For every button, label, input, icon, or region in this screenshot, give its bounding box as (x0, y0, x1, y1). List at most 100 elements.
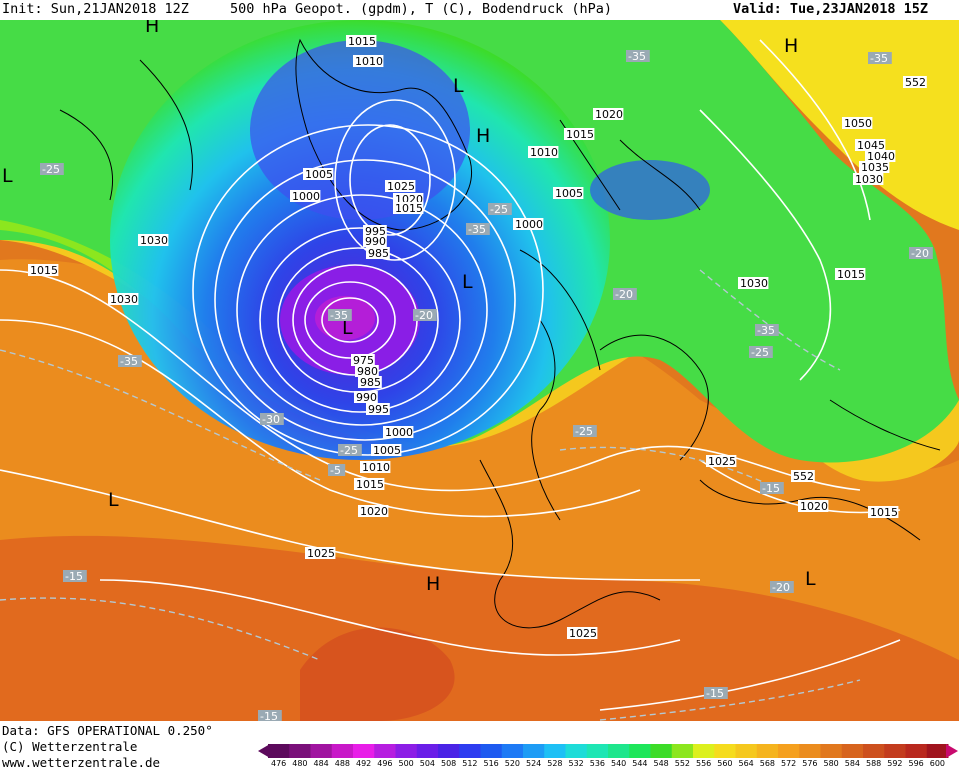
colorbar-tick-label: 524 (525, 759, 542, 768)
weather-map[interactable]: H L L H L L H L H L 1015 1010 1005 1000 1025… (0, 20, 959, 721)
colorbar-segment (884, 744, 906, 758)
isobar-label: 1030 (108, 293, 139, 306)
colorbar-tick-label: 548 (653, 759, 669, 768)
colorbar-tick-label: 536 (589, 759, 606, 768)
temperature-label: -5 (328, 464, 346, 477)
svg-text:-20: -20 (772, 581, 790, 594)
temperature-label: -20 (909, 247, 933, 260)
svg-text:1040: 1040 (867, 150, 895, 163)
colorbar-tick-label: 512 (462, 759, 478, 768)
svg-text:1005: 1005 (373, 444, 401, 457)
svg-text:1015: 1015 (30, 264, 58, 277)
svg-text:975: 975 (353, 354, 374, 367)
thickness-label: 552 (903, 76, 927, 89)
svg-text:995: 995 (368, 403, 389, 416)
isobar-label: 1025 (305, 547, 336, 560)
svg-text:1025: 1025 (387, 180, 415, 193)
colorbar-tick-label: 496 (377, 759, 393, 768)
isobar-label: 985 (366, 247, 390, 260)
colorbar-tick-label: 572 (780, 759, 797, 768)
svg-text:985: 985 (360, 376, 381, 389)
website-url[interactable]: www.wetterzentrale.de (2, 755, 161, 770)
svg-text:1010: 1010 (355, 55, 383, 68)
isobar-label: 1045 (855, 139, 886, 152)
isobar-label: 1025 (706, 455, 737, 468)
isobar-label: 1010 (353, 55, 384, 68)
colorbar-tick-label: 556 (695, 759, 712, 768)
colorbar-tick-label: 492 (355, 759, 372, 768)
temperature-label: -25 (749, 346, 773, 359)
svg-text:1015: 1015 (837, 268, 865, 281)
low-label: L (462, 271, 473, 293)
isobar-label: 1005 (553, 187, 584, 200)
isobar-label: 1015 (28, 264, 59, 277)
isobar-label: 1020 (593, 108, 624, 121)
low-label: L (2, 165, 13, 187)
isobar-labels: 1015101010051000102510201015995990985103… (28, 35, 899, 640)
map-title: 500 hPa Geopot. (gpdm), T (C), Bodendruc… (230, 1, 613, 17)
thickness-labels: 552 552 (791, 76, 927, 483)
cold-core (110, 20, 610, 460)
temperature-label: -20 (770, 581, 794, 594)
colorbar-segment (608, 744, 630, 758)
svg-text:-35: -35 (870, 52, 888, 65)
low-label: L (108, 489, 119, 511)
yellow-northeast (720, 20, 959, 230)
svg-text:1000: 1000 (385, 426, 413, 439)
temperature-labels: -25-35 -35-25-35-20-35 -20-35-25-30-25-35-… (40, 50, 933, 721)
svg-text:-15: -15 (706, 687, 724, 700)
temperature-label: -25 (573, 425, 597, 438)
svg-text:1005: 1005 (555, 187, 583, 200)
temperature-label: -35 (118, 355, 142, 368)
isobar-label: 975 (351, 354, 375, 367)
temperature-label: -35 (868, 52, 892, 65)
colorbar-segment (863, 744, 885, 758)
svg-text:-25: -25 (751, 346, 769, 359)
svg-text:-30: -30 (262, 413, 280, 426)
isobars (0, 39, 901, 711)
svg-text:1050: 1050 (844, 117, 872, 130)
svg-text:1025: 1025 (708, 455, 736, 468)
colorbar-segment (671, 744, 694, 758)
temperature-label: -15 (258, 710, 282, 721)
colorbar-tick-label: 584 (844, 759, 861, 768)
temperature-label: -35 (328, 309, 352, 322)
temperature-label: -15 (63, 570, 87, 583)
svg-text:-20: -20 (615, 288, 633, 301)
colorbar-tick-label: 592 (887, 759, 903, 768)
svg-text:995: 995 (365, 225, 386, 238)
colorbar-tick-label: 520 (504, 759, 521, 768)
isobar-label: 1000 (383, 426, 414, 439)
isobar-label: 1005 (371, 444, 402, 457)
svg-text:-35: -35 (628, 50, 646, 63)
svg-text:1015: 1015 (348, 35, 376, 48)
colorbar-tick-label: 488 (334, 759, 351, 768)
isobar-label: 1030 (853, 173, 884, 186)
colorbar-segment (268, 744, 290, 758)
isobar-label: 1005 (303, 168, 334, 181)
low-label: L (805, 568, 816, 590)
isobar-label: 1015 (868, 506, 899, 519)
colorbar-tick-label: 596 (908, 759, 924, 768)
colorbar-segment (778, 744, 800, 758)
high-label: H (426, 573, 440, 595)
isobar-label: 1040 (865, 150, 896, 163)
colorbar-segment (438, 744, 460, 758)
colorbar-segment (395, 744, 418, 758)
isobar-label: 1000 (290, 190, 321, 203)
svg-text:1020: 1020 (800, 500, 828, 513)
low-label: L (342, 317, 353, 339)
svg-text:1030: 1030 (740, 277, 768, 290)
temperature-label: -35 (755, 324, 779, 337)
svg-text:-20: -20 (415, 309, 433, 322)
red-orange-patch (300, 627, 455, 721)
colorbar-tick-label: 476 (270, 759, 287, 768)
svg-text:-25: -25 (340, 444, 358, 457)
colorbar-tick-label: 480 (292, 759, 308, 768)
colorbar-tick-label: 552 (674, 759, 691, 768)
colorbar-segment (841, 744, 864, 758)
isotherms (0, 269, 861, 721)
svg-text:1010: 1010 (530, 146, 558, 159)
colorbar-tick-label: 560 (717, 759, 733, 768)
temperature-label: -20 (413, 309, 437, 322)
